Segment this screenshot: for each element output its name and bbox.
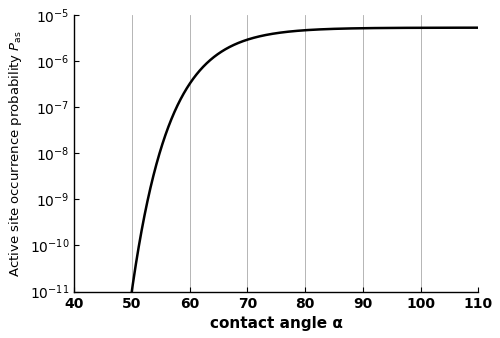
X-axis label: contact angle α: contact angle α [210,316,342,331]
Y-axis label: Active site occurrence probability $P_{\mathrm{as}}$: Active site occurrence probability $P_{\… [7,30,24,277]
